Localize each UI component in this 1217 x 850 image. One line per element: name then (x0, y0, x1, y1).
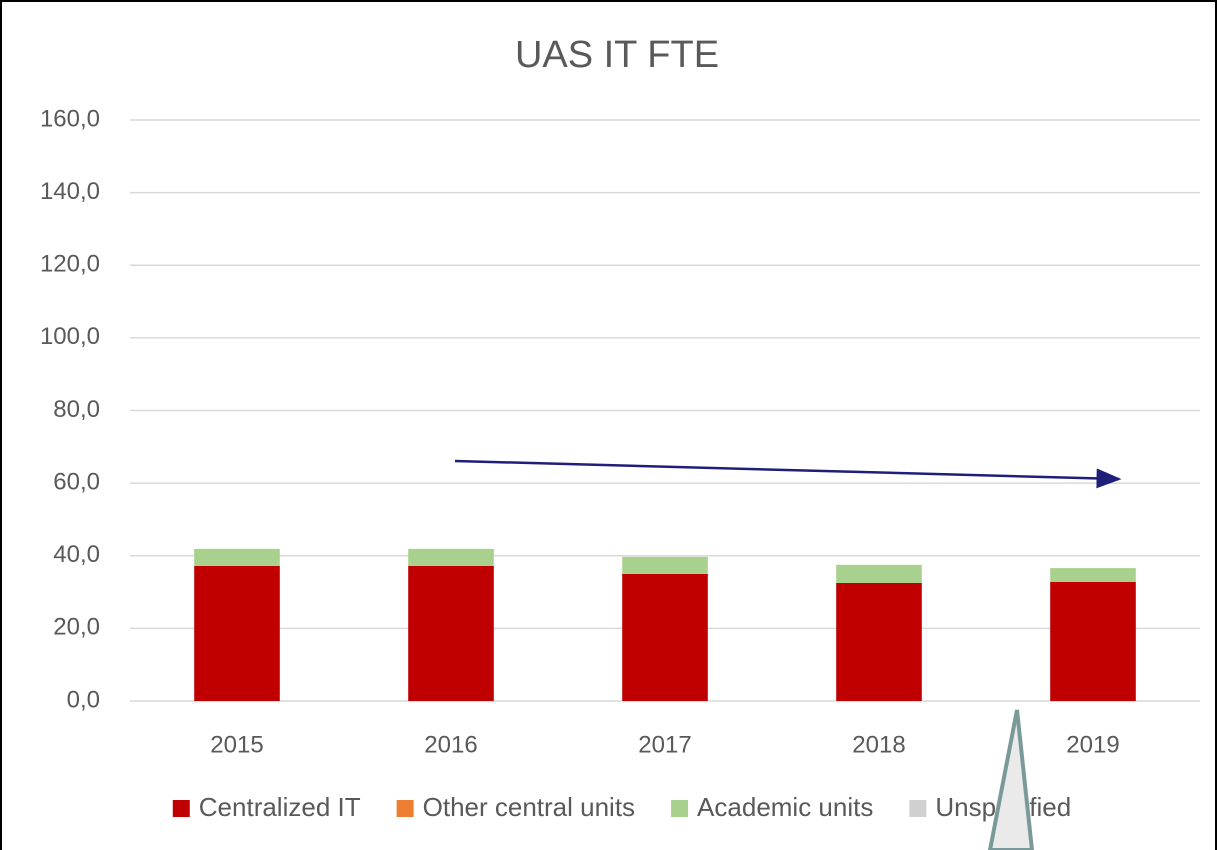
y-tick-label: 160,0 (40, 105, 100, 132)
x-tick-label: 2016 (424, 731, 477, 758)
x-tick-label: 2015 (210, 731, 263, 758)
y-tick-label: 120,0 (40, 251, 100, 278)
legend-swatch (396, 800, 414, 817)
bar-segment (194, 548, 280, 566)
legend: Centralized IT Other central units Academi… (172, 792, 1071, 822)
legend-label: Centralized IT (199, 792, 361, 822)
bar-segment (622, 556, 708, 574)
bar-segment (622, 573, 708, 701)
bar-segment (836, 582, 922, 701)
bar-segment (194, 565, 280, 701)
bar-segment (1050, 581, 1136, 701)
x-tick-label: 2017 (638, 731, 691, 758)
bar-segment (836, 564, 922, 583)
legend-label: Academic units (697, 792, 873, 822)
legend-swatch (909, 800, 927, 817)
y-tick-label: 100,0 (40, 323, 100, 350)
y-tick-label: 20,0 (53, 614, 100, 641)
legend-swatch (172, 800, 190, 817)
y-tick-label: 140,0 (40, 178, 100, 205)
y-tick-label: 40,0 (53, 541, 100, 568)
x-tick-label: 2019 (1066, 731, 1119, 758)
chart-title: UAS IT FTE (515, 34, 719, 76)
y-tick-label: 60,0 (53, 468, 100, 495)
legend-label: Unspecified (935, 792, 1071, 822)
y-tick-label: 0,0 (67, 686, 100, 713)
y-tick-label: 80,0 (53, 396, 100, 423)
bar-segment (1050, 568, 1136, 582)
legend-swatch (671, 800, 689, 817)
bar-segment (408, 565, 494, 701)
legend-label: Other central units (423, 792, 635, 822)
bar-segment (408, 548, 494, 566)
x-tick-label: 2018 (852, 731, 905, 758)
